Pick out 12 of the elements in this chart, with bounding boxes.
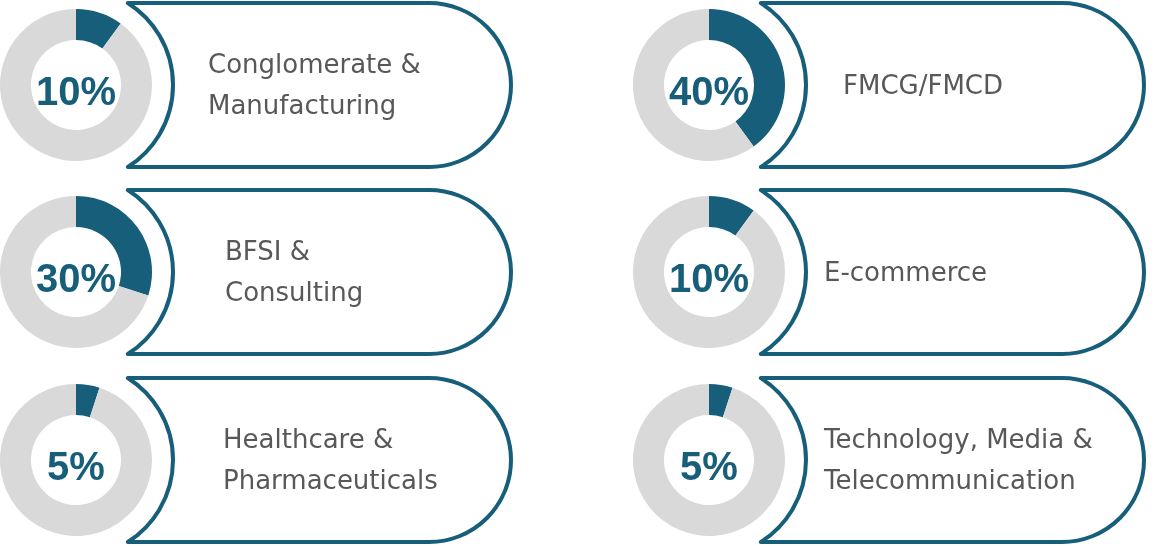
- text: FMCG/FMCD: [843, 68, 1004, 102]
- text: E-commerce: [824, 255, 988, 289]
- text: BFSI & Consulting: [225, 235, 365, 309]
- text: Conglomerate & Manufacturing: [208, 48, 422, 122]
- text: 10%: [668, 256, 750, 300]
- text: 5%: [47, 444, 105, 488]
- text: 30%: [35, 256, 117, 300]
- text: Technology, Media & Telecommunication: [824, 423, 1094, 497]
- text: 5%: [680, 444, 738, 488]
- text: 40%: [668, 69, 750, 113]
- text: Healthcare & Pharmaceuticals: [223, 423, 439, 497]
- text: 10%: [35, 69, 117, 113]
